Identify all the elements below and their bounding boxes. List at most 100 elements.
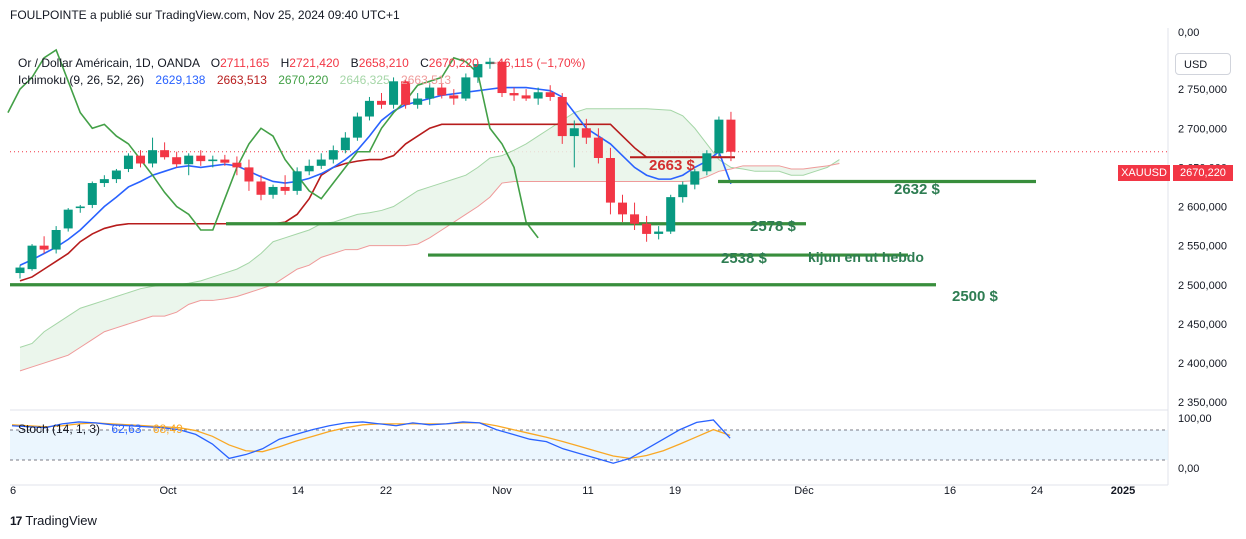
candle-body: [99, 179, 109, 184]
span-b-line: [19, 162, 840, 372]
level-label: 2632 $: [894, 181, 941, 198]
kijun-annotation: kijun en ut hebdo: [808, 249, 924, 265]
candle-body: [557, 96, 567, 137]
candle-body: [15, 267, 25, 274]
candle-body: [87, 183, 97, 205]
publisher-line: FOULPOINTE a publié sur TradingView.com,…: [10, 8, 400, 22]
candle-body: [497, 61, 507, 94]
candle-body: [220, 159, 230, 163]
candle-body: [304, 165, 314, 172]
candle-body: [256, 181, 266, 195]
y-tick-label: 2 400,000: [1178, 358, 1227, 370]
x-tick-label: 14: [292, 485, 304, 497]
support-levels: [10, 156, 1036, 287]
symbol-legend: Or / Dollar Américain, 1D, OANDA O2711,1…: [18, 56, 585, 70]
candle-body: [605, 158, 615, 203]
candle-body: [726, 119, 736, 152]
candle-body: [485, 61, 495, 65]
candle-body: [352, 116, 362, 138]
x-axis: 6 Oct 14 22 Nov 11 19 Déc 16 24 2025: [10, 485, 1135, 497]
candle-body: [461, 77, 471, 99]
stoch-tick-label: 0,00: [1178, 463, 1199, 475]
candle-body: [148, 150, 158, 164]
x-tick-label: Déc: [794, 485, 814, 497]
ichimoku-tenkan-value: 2629,138: [155, 73, 206, 87]
candle-body: [666, 197, 676, 232]
currency-button[interactable]: USD: [1175, 53, 1231, 75]
change-value: −46,115 (−1,70%): [490, 56, 586, 70]
candle-body: [389, 81, 399, 105]
x-tick-label: 24: [1031, 485, 1043, 497]
y-tick-label: 2 750,000: [1178, 84, 1227, 96]
candle-body: [581, 128, 591, 138]
candle-body: [533, 92, 543, 99]
symbol-tag: XAUUSD: [1118, 165, 1170, 181]
x-tick-label: Nov: [492, 485, 512, 497]
ichimoku-label: Ichimoku (9, 26, 52, 26): [18, 73, 145, 87]
candle-body: [292, 171, 302, 191]
candle-body: [51, 230, 61, 250]
stoch-legend: Stoch (14, 1, 3) 62,63 68,49: [18, 422, 183, 436]
candle-body: [340, 137, 350, 151]
candle-body: [569, 128, 579, 137]
candle-body: [509, 93, 519, 96]
ichimoku-kijun-value: 2663,513: [216, 73, 267, 87]
chikou-line: [7, 48, 539, 239]
last-price-tag: 2670,220: [1173, 165, 1233, 181]
x-tick-label: 22: [380, 485, 392, 497]
candle-body: [328, 150, 338, 160]
candle-body: [63, 209, 73, 229]
y-tick-label: 2 450,000: [1178, 319, 1227, 331]
ichimoku-legend: Ichimoku (9, 26, 52, 26) 2629,138 2663,5…: [18, 73, 451, 87]
y-tick-label: 2 600,000: [1178, 202, 1227, 214]
low-value: 2658,210: [358, 56, 409, 70]
candle-body: [618, 202, 627, 215]
candle-body: [473, 64, 483, 78]
candle-body: [208, 159, 218, 162]
candle-body: [425, 87, 435, 99]
stoch-k-value: 62,63: [111, 422, 142, 436]
candle-body: [642, 223, 652, 234]
candle-body: [316, 159, 326, 166]
candle-body: [678, 184, 688, 198]
candle-body: [172, 157, 182, 165]
stoch-d-value: 68,49: [152, 422, 183, 436]
candle-body: [521, 95, 531, 99]
stoch-k-line: [11, 419, 731, 464]
y-tick-label: 0,00: [1178, 27, 1199, 39]
ichimoku-chikou-value: 2670,220: [278, 73, 329, 87]
candle-body: [27, 245, 37, 270]
candle-body: [111, 170, 121, 180]
candle-body: [449, 95, 459, 99]
level-label: 2663 $: [649, 157, 696, 174]
brand[interactable]: 17 TradingView: [10, 513, 97, 528]
stochastic-pane: [10, 419, 1168, 464]
candle-body: [123, 155, 133, 169]
x-tick-label: 19: [669, 485, 681, 497]
candle-body: [654, 231, 664, 234]
candle-body: [364, 100, 374, 117]
level-label: 2578 $: [750, 218, 797, 235]
open-label: O: [210, 56, 221, 70]
high-label: H: [280, 56, 290, 70]
high-value: 2721,420: [289, 56, 340, 70]
ichimoku-lines: [7, 48, 732, 282]
candle-body: [690, 171, 700, 185]
x-tick-label: 6: [10, 485, 16, 497]
stoch-label: Stoch (14, 1, 3): [18, 422, 101, 436]
x-tick-label: 11: [582, 485, 593, 497]
symbol-title: Or / Dollar Américain, 1D, OANDA: [18, 56, 200, 70]
low-label: B: [350, 56, 359, 70]
brand-name: TradingView: [25, 513, 97, 528]
candle-body: [401, 81, 411, 105]
candles: [15, 57, 736, 279]
candle-body: [232, 162, 242, 168]
y-tick-label: 2 700,000: [1178, 123, 1227, 135]
close-value: 2670,220: [428, 56, 479, 70]
candle-body: [184, 155, 194, 165]
stoch-d-line: [11, 422, 731, 460]
close-label: C: [420, 56, 429, 70]
candle-body: [630, 214, 640, 224]
